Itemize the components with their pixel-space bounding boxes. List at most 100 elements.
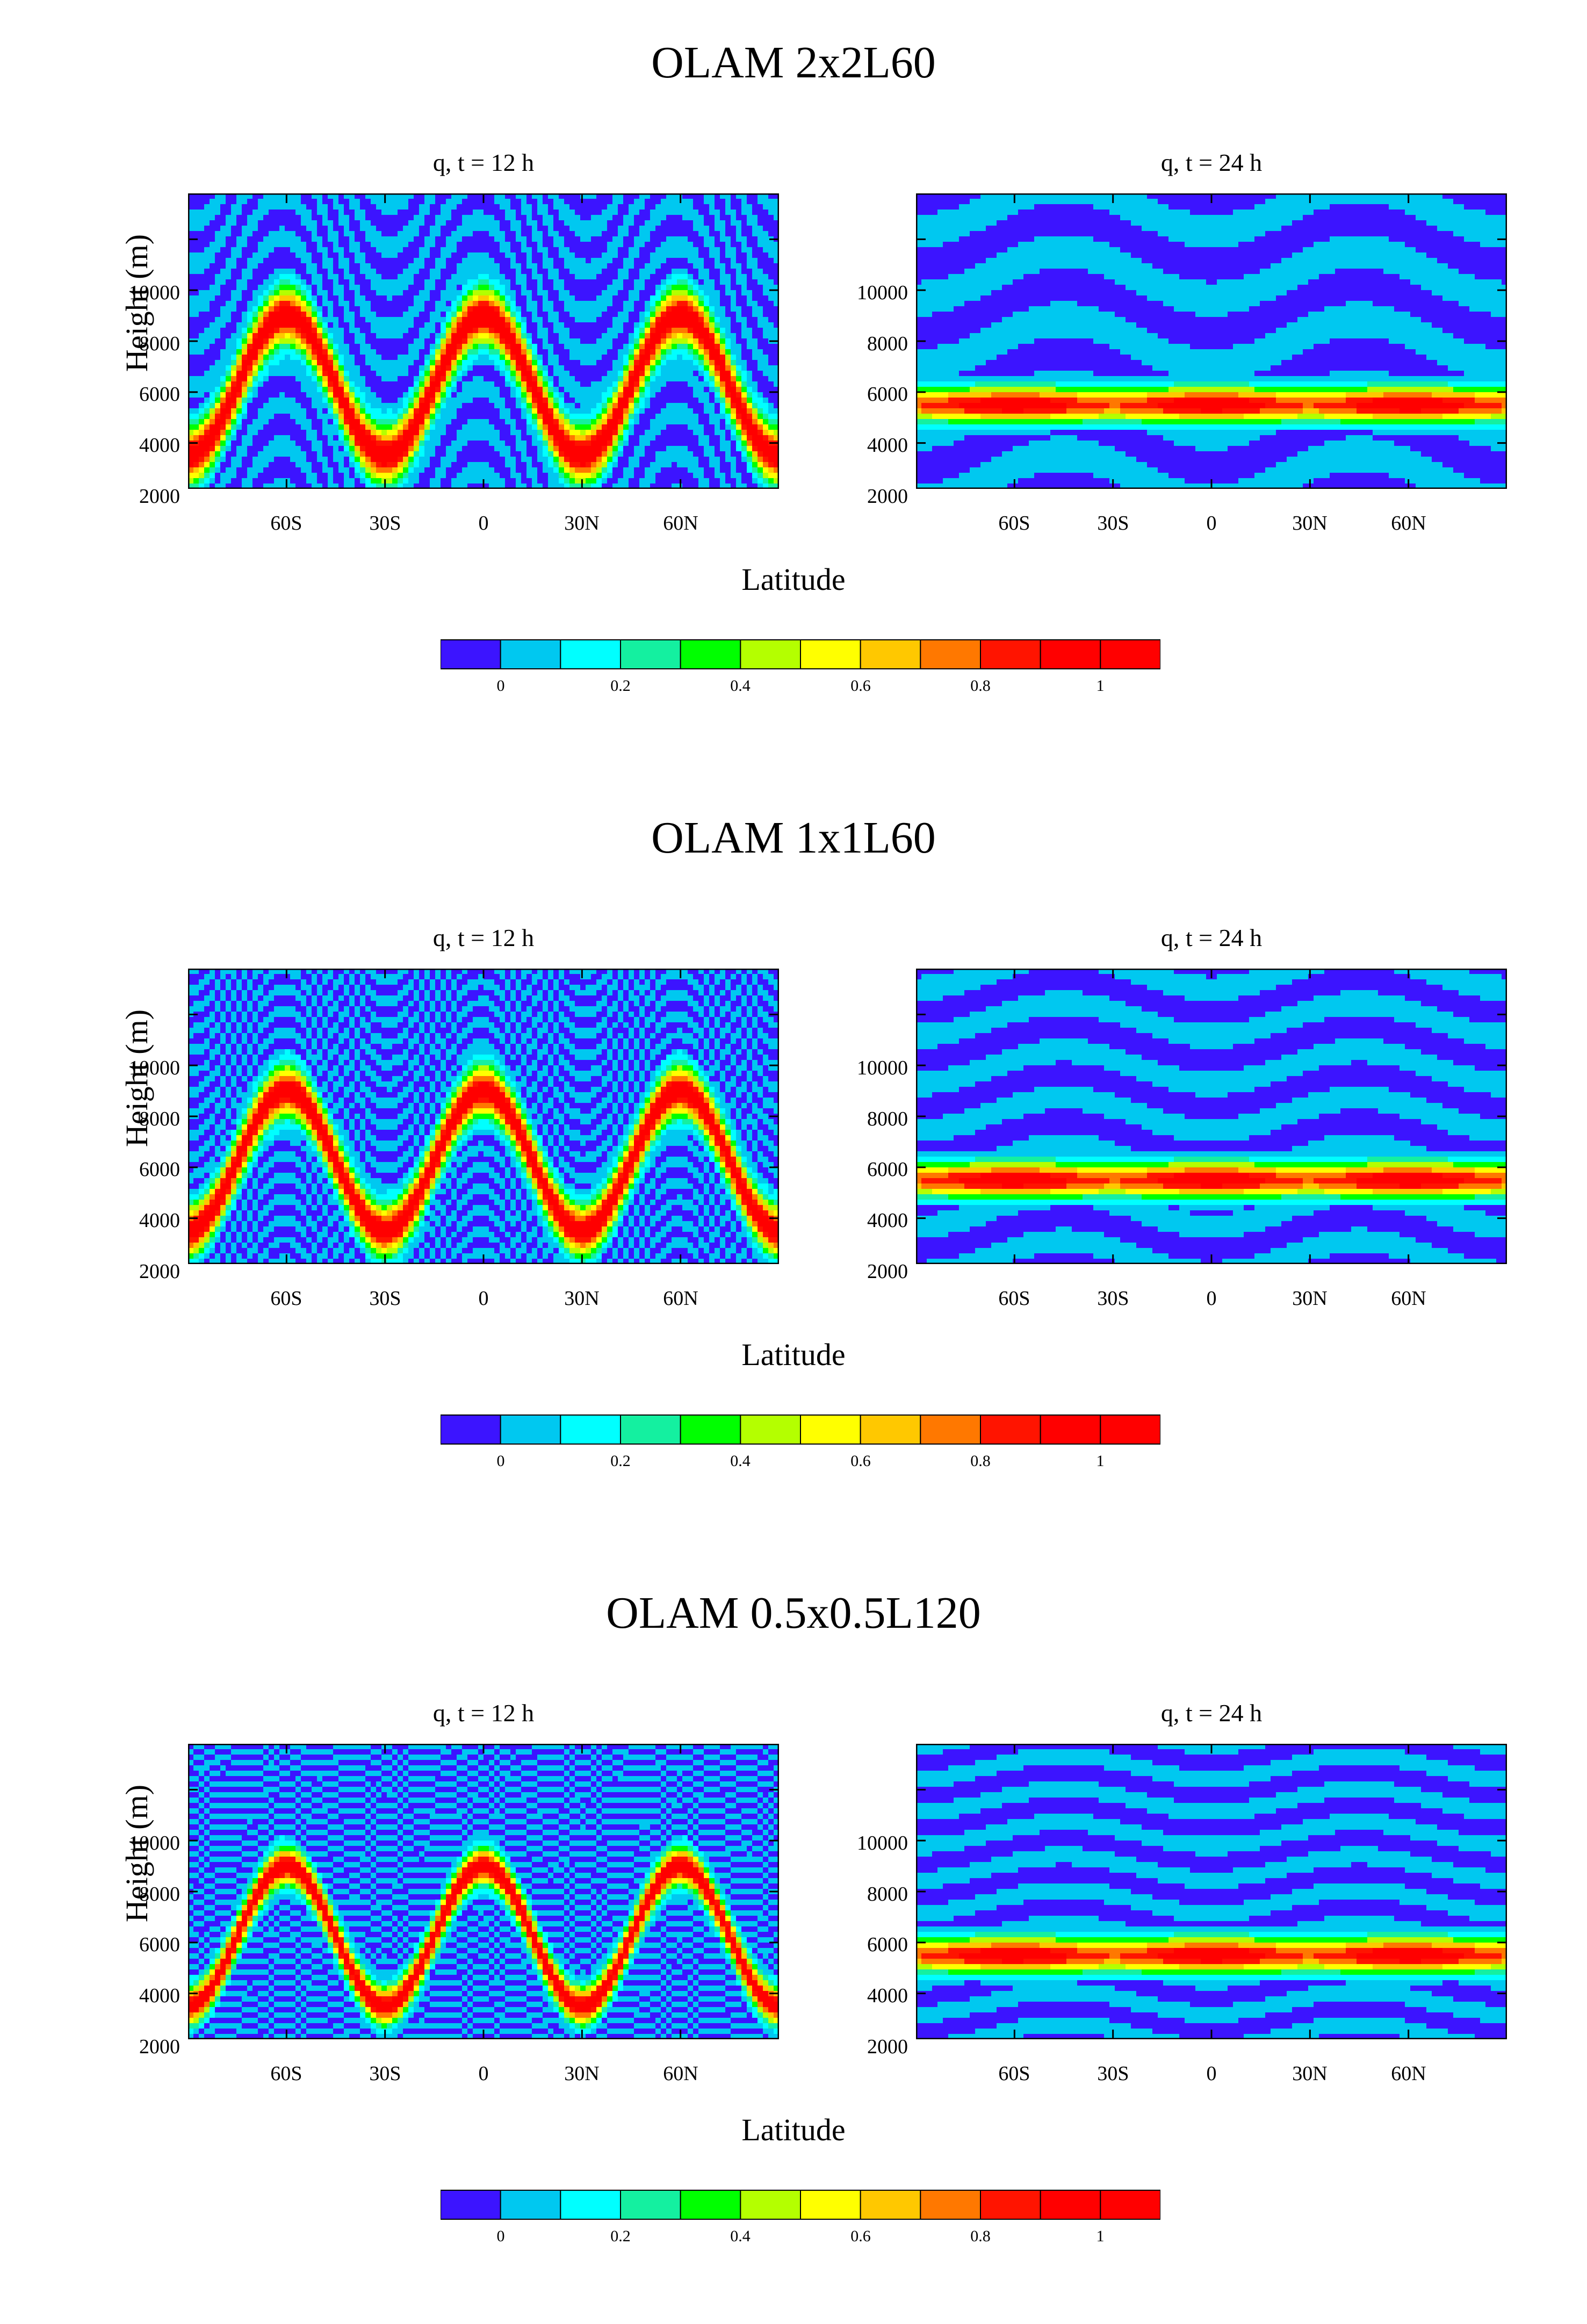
contour-cell [236, 269, 242, 275]
contour-cell [210, 349, 215, 355]
contour-cell [768, 392, 774, 398]
contour-cell [274, 295, 280, 301]
contour-cell [236, 274, 242, 280]
contour-cell [489, 220, 495, 226]
contour-cell [698, 387, 704, 393]
contour-cell [580, 322, 586, 328]
contour-cell [537, 279, 543, 285]
contour-cell [666, 215, 672, 221]
contour-cell [575, 269, 581, 275]
contour-cell [204, 365, 210, 371]
contour-cell [645, 344, 651, 350]
contour-cell [467, 210, 473, 215]
contour-cell [672, 408, 677, 414]
contour-cell [295, 371, 301, 377]
contour-cell [355, 419, 360, 425]
contour-cell [650, 193, 656, 199]
contour-cell [376, 387, 382, 393]
contour-cell [360, 306, 366, 312]
contour-cell [253, 242, 258, 248]
contour-cell [253, 355, 258, 360]
contour-cell [623, 355, 629, 360]
contour-cell [758, 258, 763, 264]
contour-cell [457, 252, 463, 258]
contour-cell [532, 226, 538, 232]
contour-cell [521, 210, 527, 215]
contour-cell [344, 403, 350, 409]
contour-cell [602, 193, 608, 199]
contour-cell [269, 231, 275, 237]
contour-cell [263, 226, 269, 232]
contour-cell [441, 360, 446, 366]
contour-cell [634, 317, 640, 323]
contour-cell [494, 252, 500, 258]
contour-cell [414, 306, 420, 312]
contour-cell [360, 301, 366, 307]
contour-cell [199, 376, 205, 382]
contour-cell [408, 306, 414, 312]
contour-cell [247, 312, 253, 317]
contour-cell [720, 279, 726, 285]
contour-cell [559, 312, 565, 317]
contour-cell [338, 199, 344, 205]
contour-cell [312, 279, 318, 285]
contour-cell [516, 360, 522, 366]
contour-cell [403, 210, 409, 215]
contour-cell [731, 247, 737, 253]
contour-cell [317, 242, 323, 248]
contour-cell [543, 290, 549, 296]
contour-cell [446, 424, 452, 430]
contour-cell [376, 263, 382, 269]
contour-cell [408, 387, 414, 393]
contour-cell [295, 285, 301, 291]
contour-cell [408, 392, 414, 398]
contour-cell [725, 338, 731, 344]
contour-cell [709, 252, 715, 258]
contour-cell [446, 231, 452, 237]
contour-cell [430, 220, 436, 226]
contour-cell [500, 220, 506, 226]
contour-cell [322, 387, 328, 393]
contour-cell [612, 258, 618, 264]
contour-cell [666, 392, 672, 398]
contour-cell [226, 381, 232, 387]
contour-cell [338, 338, 344, 344]
contour-cell [204, 285, 210, 291]
contour-cell [666, 204, 672, 210]
contour-cell [532, 312, 538, 317]
contour-cell [215, 193, 221, 199]
contour-cell [747, 381, 753, 387]
contour-cell [526, 333, 532, 339]
contour-cell [731, 349, 737, 355]
contour-cell [258, 360, 264, 366]
contour-cell [360, 199, 366, 205]
contour-cell [204, 398, 210, 403]
contour-cell [258, 301, 264, 307]
contour-cell [220, 252, 226, 258]
contour-cell [193, 392, 199, 398]
contour-cell [446, 204, 452, 210]
contour-cell [285, 435, 291, 441]
contour-cell [274, 269, 280, 275]
contour-cell [365, 236, 371, 242]
contour-cell [322, 328, 328, 334]
contour-cell [242, 231, 248, 237]
contour-cell [419, 322, 425, 328]
contour-cell [526, 204, 532, 210]
contour-cell [349, 419, 355, 425]
contour-cell [226, 365, 232, 371]
contour-cell [677, 269, 683, 275]
contour-cell [398, 247, 403, 253]
contour-cell [768, 403, 774, 409]
contour-cell [629, 199, 634, 205]
contour-cell [215, 419, 221, 425]
contour-cell [387, 424, 393, 430]
contour-cell [569, 328, 575, 334]
contour-cell [591, 344, 597, 350]
contour-cell [586, 290, 591, 296]
contour-cell [306, 371, 312, 377]
contour-cell [500, 392, 506, 398]
contour-cell [365, 199, 371, 205]
contour-cell [355, 365, 360, 371]
contour-cell [516, 231, 522, 237]
